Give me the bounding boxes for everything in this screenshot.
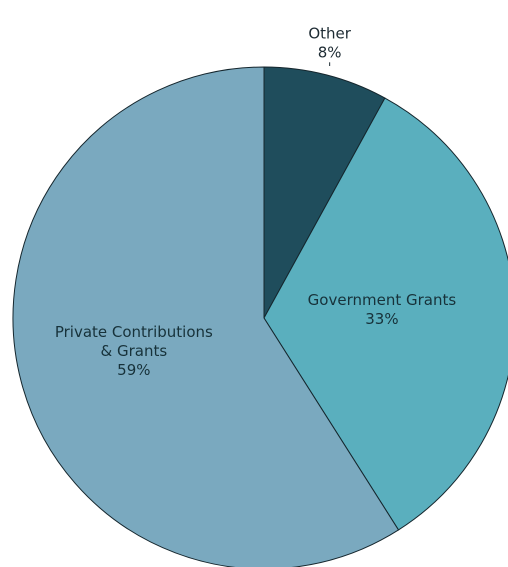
- pie-label-line: & Grants: [101, 342, 168, 360]
- pie-slice-other: [263, 66, 386, 319]
- pie-slice-private-contributions: [12, 66, 400, 567]
- pie-slice-government-grants: [263, 97, 508, 531]
- pie-label-other: Other 8%: [308, 24, 351, 61]
- pie-label-line: Other: [308, 24, 351, 42]
- pie-label-private-contributions: Private Contributions & Grants 59%: [55, 323, 213, 379]
- pie-label-line: 8%: [318, 43, 342, 61]
- pie-label-line: Government Grants: [308, 291, 457, 309]
- pie-label-line: 59%: [117, 361, 150, 379]
- pie-label-line: Private Contributions: [55, 323, 213, 341]
- pie-label-line: 33%: [365, 310, 398, 328]
- pie-label-government-grants: Government Grants 33%: [308, 291, 457, 328]
